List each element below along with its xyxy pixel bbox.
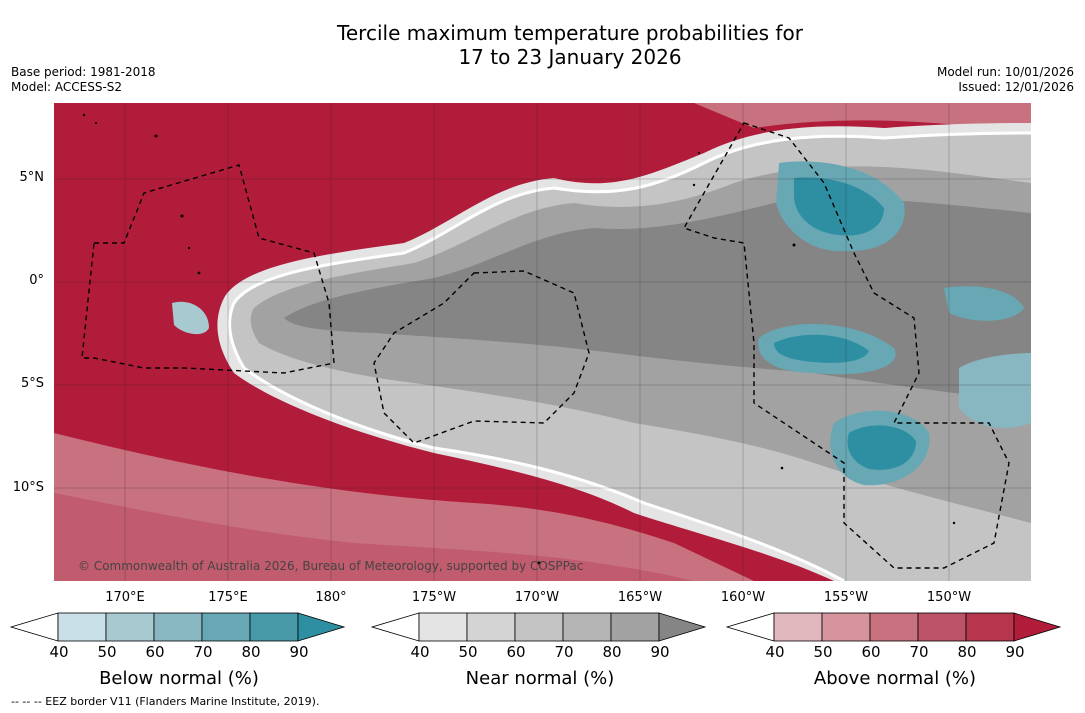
colorbar-segment (917, 612, 967, 642)
tick-label: 60 (861, 643, 881, 661)
label-near-normal: Near normal (%) (465, 668, 615, 689)
colorbar-segment (153, 612, 203, 642)
label-above-normal: Above normal (%) (813, 668, 977, 689)
below-normal-core-north (794, 177, 884, 236)
colorbar-segment (514, 612, 564, 642)
colorbar-below-normal (10, 612, 346, 642)
contour-line-west (228, 302, 246, 369)
below-normal-core-central (774, 334, 869, 363)
lon-label-170w: 170°W (514, 590, 560, 605)
tick-label: 50 (97, 643, 117, 661)
colorbar-min-cap (726, 612, 775, 642)
meta-right: Model run: 10/01/2026 Issued: 12/01/2026 (937, 65, 1074, 95)
tick-label: 80 (602, 643, 622, 661)
tick-label: 90 (1005, 643, 1025, 661)
tick-label: 70 (909, 643, 929, 661)
map-title: Tercile maximum temperature probabilitie… (0, 21, 1085, 69)
eez-borders (81, 122, 1010, 569)
tick-label: 50 (813, 643, 833, 661)
base-period: Base period: 1981-2018 (11, 65, 156, 79)
colorbar-segment (869, 612, 919, 642)
island-markers (82, 113, 956, 565)
colorbar-segment (249, 612, 299, 642)
copyright-credit: © Commonwealth of Australia 2026, Bureau… (78, 559, 584, 573)
lat-label-0: 0° (29, 273, 44, 288)
tick-label: 90 (289, 643, 309, 661)
title-line-2: 17 to 23 January 2026 (458, 45, 682, 69)
colorbar-max-cap (658, 612, 707, 642)
colorbar-segment (610, 612, 660, 642)
above-normal-70-region (54, 493, 694, 581)
tick-label: 60 (145, 643, 165, 661)
colorbar-segment (201, 612, 251, 642)
issued-date: Issued: 12/01/2026 (958, 80, 1074, 94)
lat-label-5s: 5°S (20, 376, 44, 391)
colorbar-max-cap (1013, 612, 1062, 642)
lon-label-180: 180° (315, 590, 347, 605)
probability-map (54, 103, 1031, 581)
below-normal-patch-southeast (959, 353, 1031, 428)
tick-label: 90 (650, 643, 670, 661)
model-run-date: Model run: 10/01/2026 (936, 65, 1074, 79)
tick-label: 40 (765, 643, 785, 661)
colorbar-segment (821, 612, 871, 642)
lon-label-160w: 160°W (720, 590, 766, 605)
tick-label: 80 (957, 643, 977, 661)
label-below-normal: Below normal (%) (99, 668, 259, 689)
lon-label-175w: 175°W (411, 590, 457, 605)
colorbar-above-normal (726, 612, 1062, 642)
tick-label: 50 (458, 643, 478, 661)
map-canvas (54, 103, 1031, 581)
colorbar-segment (562, 612, 612, 642)
below-normal-patch-east (944, 286, 1024, 321)
tick-label: 70 (193, 643, 213, 661)
colorbar-segment (773, 612, 823, 642)
lon-label-155w: 155°W (823, 590, 869, 605)
contour-line-south (243, 366, 845, 581)
tick-label: 40 (49, 643, 69, 661)
tick-label: 70 (554, 643, 574, 661)
colorbar-segment (466, 612, 516, 642)
lat-label-10s: 10°S (12, 480, 44, 495)
above-normal-ne-region (694, 103, 1031, 133)
tick-label: 80 (241, 643, 261, 661)
title-line-1: Tercile maximum temperature probabilitie… (337, 21, 803, 45)
colorbar-min-cap (10, 612, 59, 642)
colorbar-segment (418, 612, 468, 642)
colorbar-max-cap (297, 612, 346, 642)
below-normal-core-south (847, 425, 916, 470)
meta-left: Base period: 1981-2018 Model: ACCESS-S2 (11, 65, 156, 95)
tick-label: 40 (410, 643, 430, 661)
colorbar-segment (965, 612, 1015, 642)
lon-label-170e: 170°E (105, 590, 145, 605)
below-normal-patch-west (172, 301, 209, 335)
lon-label-165w: 165°W (617, 590, 663, 605)
colorbar-segment (57, 612, 107, 642)
graticule (54, 103, 1031, 581)
colorbar-segment (105, 612, 155, 642)
colorbar-near-normal (371, 612, 707, 642)
model-name: Model: ACCESS-S2 (11, 80, 123, 94)
eez-footnote: -- -- -- EEZ border V11 (Flanders Marine… (11, 695, 320, 708)
lon-label-175e: 175°E (208, 590, 248, 605)
colorbar-min-cap (371, 612, 420, 642)
lon-label-150w: 150°W (926, 590, 972, 605)
tick-label: 60 (506, 643, 526, 661)
lat-label-5n: 5°N (19, 170, 45, 185)
contour-line-north (232, 131, 1031, 304)
